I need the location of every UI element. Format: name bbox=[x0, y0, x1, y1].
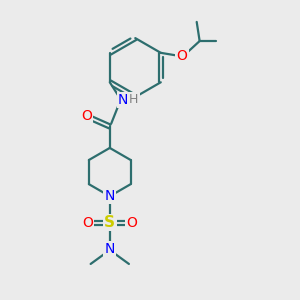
Text: N: N bbox=[105, 242, 115, 256]
Text: N: N bbox=[118, 93, 128, 107]
Text: O: O bbox=[126, 216, 137, 230]
Text: N: N bbox=[105, 189, 115, 203]
Text: O: O bbox=[82, 216, 93, 230]
Text: O: O bbox=[176, 49, 188, 63]
Text: H: H bbox=[129, 93, 139, 106]
Text: O: O bbox=[81, 109, 92, 123]
Text: S: S bbox=[104, 215, 115, 230]
